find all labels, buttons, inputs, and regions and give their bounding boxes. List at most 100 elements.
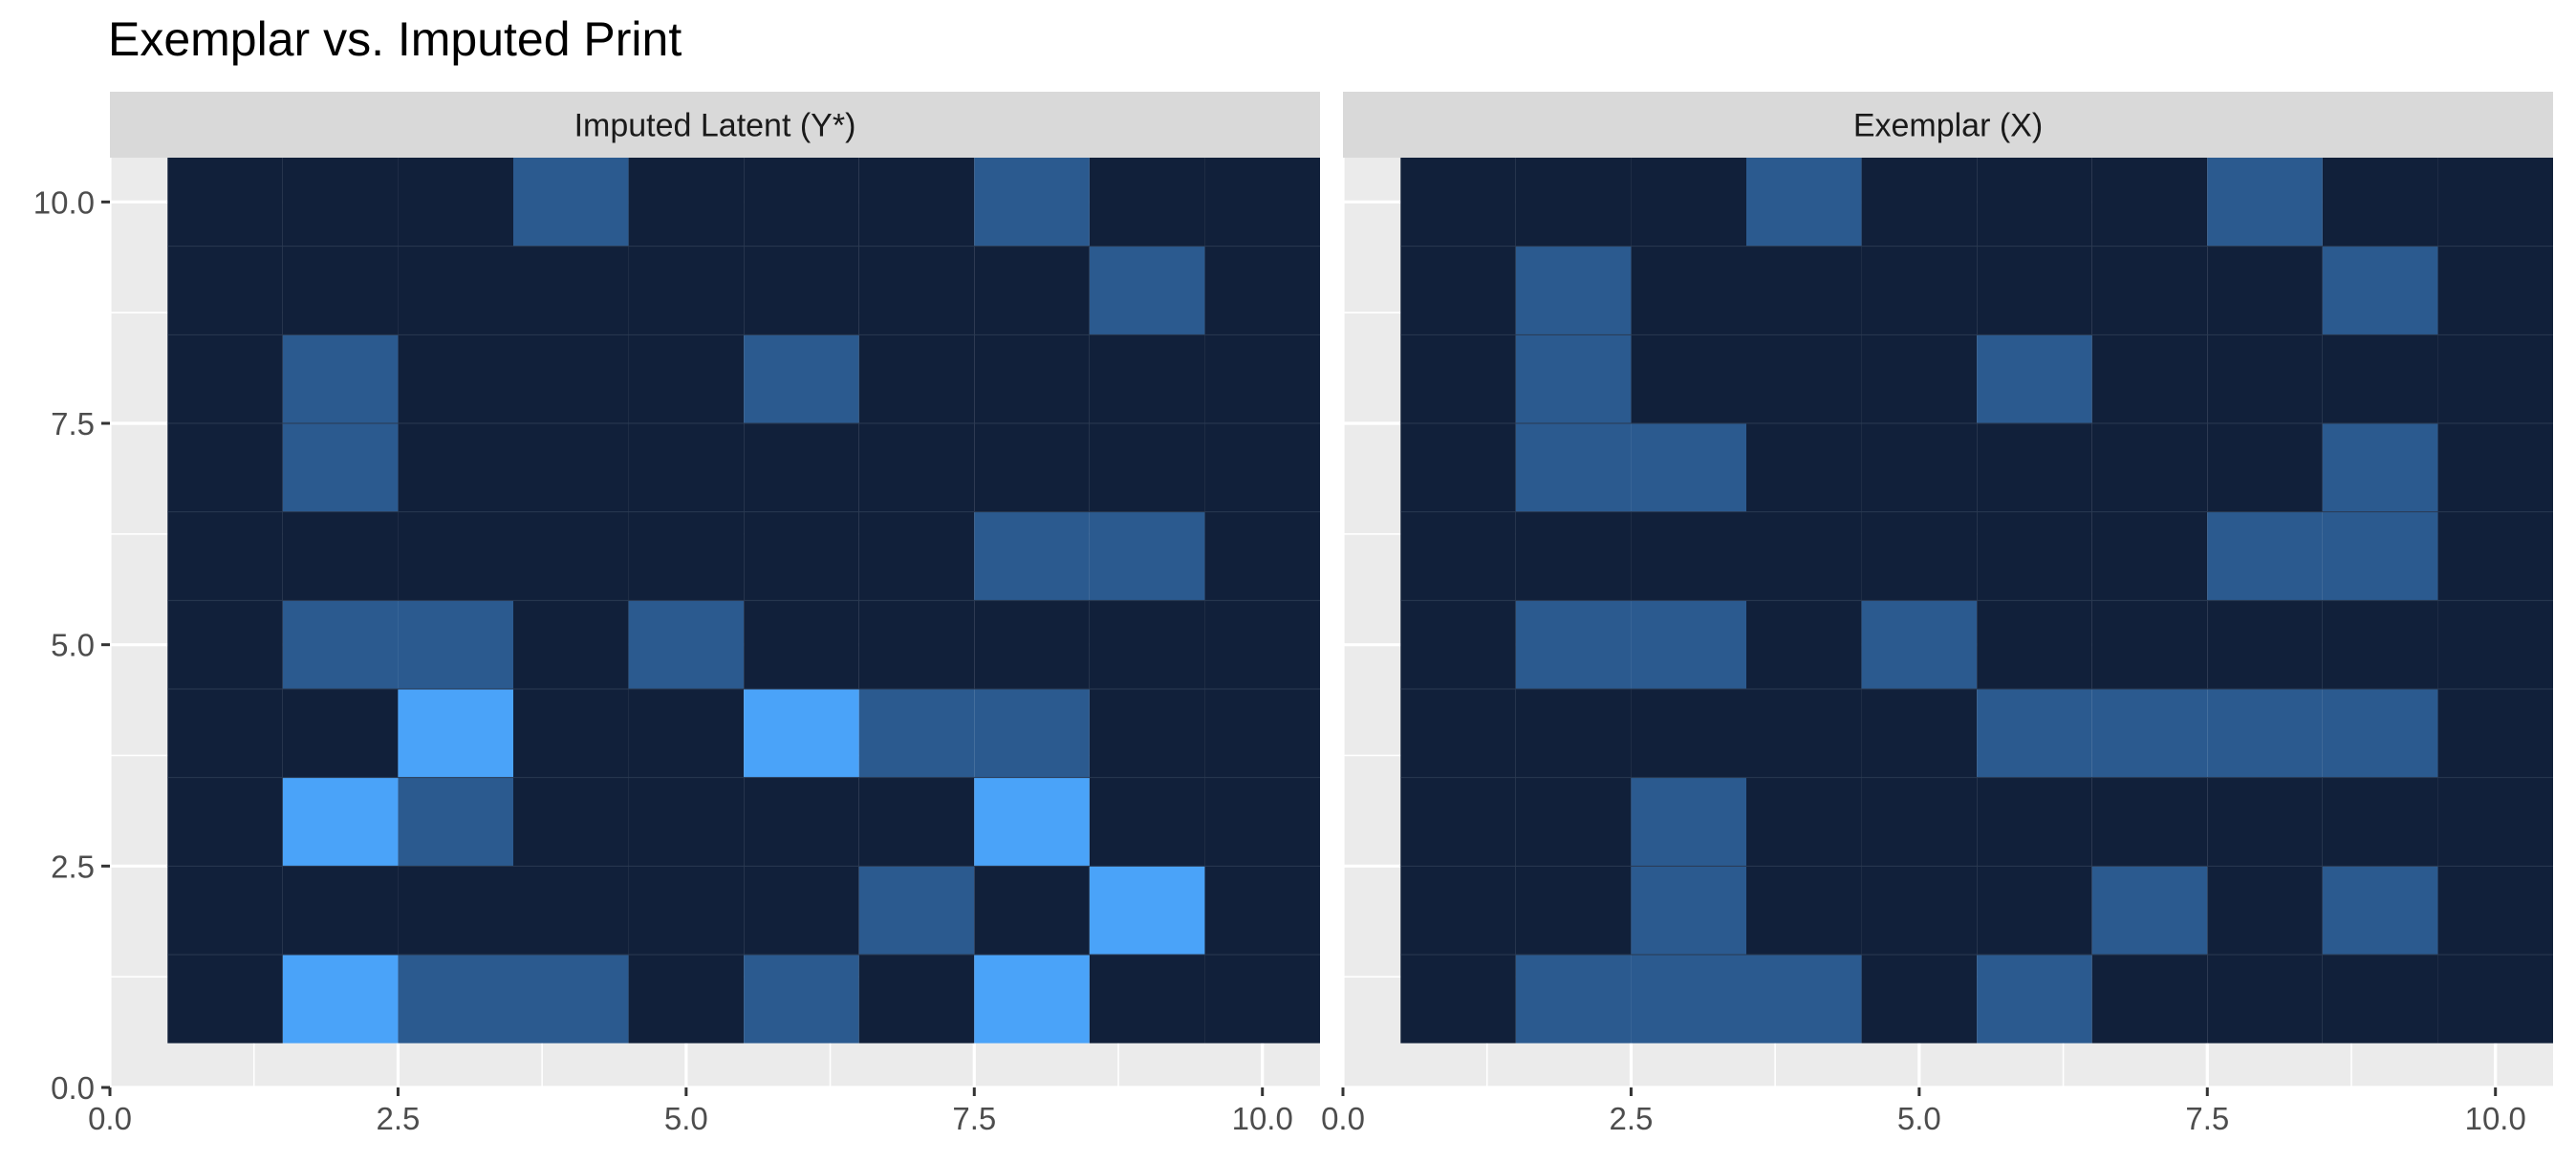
heatmap-tile — [1515, 955, 1632, 1044]
heatmap-tile — [1400, 423, 1516, 512]
heatmap-tile — [1861, 866, 1978, 955]
heatmap-tile — [1400, 600, 1516, 689]
heatmap-tile — [1977, 600, 2092, 689]
heatmap-tile — [974, 777, 1090, 867]
heatmap-tile — [1746, 955, 1862, 1044]
heatmap-tile — [2207, 689, 2323, 778]
heatmap-tile — [398, 600, 513, 689]
heatmap-tile — [282, 158, 399, 247]
y-tick-label: 7.5 — [51, 406, 95, 441]
heatmap-tile — [282, 689, 399, 778]
heatmap-tile — [744, 600, 859, 689]
y-tick-label: 5.0 — [51, 628, 95, 663]
heatmap-tile — [1861, 689, 1978, 778]
chart-title: Exemplar vs. Imputed Print — [108, 12, 682, 66]
heatmap-tile — [858, 334, 975, 423]
heatmap-tile — [1977, 334, 2092, 423]
heatmap-tile — [1631, 246, 1746, 335]
heatmap-tile — [1089, 600, 1205, 689]
heatmap-tile — [1631, 689, 1746, 778]
heatmap-tile — [1861, 423, 1978, 512]
heatmap-tile — [2207, 423, 2323, 512]
heatmap-tile — [2322, 511, 2438, 601]
heatmap-tile — [2437, 777, 2553, 867]
heatmap-tile — [2207, 955, 2323, 1044]
heatmap-tile — [1515, 423, 1632, 512]
heatmap-tile — [858, 246, 975, 335]
heatmap-tile — [513, 511, 629, 601]
heatmap-tile — [1515, 158, 1632, 247]
heatmap-tile — [1746, 600, 1862, 689]
heatmap-tile — [282, 511, 399, 601]
heatmap-tile — [858, 955, 975, 1044]
heatmap-tile — [1204, 600, 1320, 689]
heatmap-tile — [2091, 334, 2208, 423]
heatmap-tile — [858, 511, 975, 601]
heatmap-tile — [744, 866, 859, 955]
heatmap-tile — [974, 955, 1090, 1044]
heatmap-tile — [1089, 689, 1205, 778]
heatmap-tile — [2207, 866, 2323, 955]
heatmap-tile — [1400, 158, 1516, 247]
heatmap-tile — [1861, 158, 1978, 247]
x-tick-label: 5.0 — [664, 1101, 708, 1136]
y-axis: 0.0 2.5 5.0 7.5 10.0 — [33, 184, 110, 1106]
heatmap-tile — [1515, 600, 1632, 689]
heatmap-tile — [282, 955, 399, 1044]
heatmap-tile — [2437, 955, 2553, 1044]
heatmap-tile — [2322, 158, 2438, 247]
heatmap-tile — [1204, 423, 1320, 512]
heatmap-tile — [1515, 689, 1632, 778]
heatmap-tile — [1204, 158, 1320, 247]
heatmap-tile — [513, 158, 629, 247]
heatmap-tile — [1631, 423, 1746, 512]
heatmap-tile — [974, 689, 1090, 778]
heatmap-tile — [858, 777, 975, 867]
heatmap-tile — [513, 246, 629, 335]
heatmap-tile — [282, 866, 399, 955]
facet-strip — [110, 92, 1320, 158]
heatmap-tile — [513, 423, 629, 512]
heatmap-tile — [2437, 158, 2553, 247]
heatmap-tile — [1089, 955, 1205, 1044]
heatmap-tile — [1400, 955, 1516, 1044]
heatmap-tile — [2207, 334, 2323, 423]
heatmap-tile — [744, 511, 859, 601]
heatmap-tile — [1631, 600, 1746, 689]
heatmap-tile — [1977, 866, 2092, 955]
heatmap-tile — [1861, 955, 1978, 1044]
heatmap-tile — [167, 689, 283, 778]
heatmap-tile — [2091, 689, 2208, 778]
heatmap-tile — [1746, 777, 1862, 867]
heatmap-tile — [1515, 777, 1632, 867]
heatmap-tile — [1515, 511, 1632, 601]
heatmap-tiles — [167, 158, 1320, 1044]
heatmap-tile — [398, 334, 513, 423]
heatmap-tile — [744, 689, 859, 778]
facet-strip — [1343, 92, 2553, 158]
heatmap-tile — [1746, 511, 1862, 601]
heatmap-tile — [1746, 423, 1862, 512]
heatmap-tile — [2207, 511, 2323, 601]
heatmap-tile — [1204, 511, 1320, 601]
heatmap-tile — [744, 158, 859, 247]
heatmap-tile — [2437, 511, 2553, 601]
heatmap-tile — [1400, 511, 1516, 601]
heatmap-tile — [858, 689, 975, 778]
heatmap-tile — [974, 246, 1090, 335]
heatmap-tile — [2207, 600, 2323, 689]
heatmap-tile — [2207, 158, 2323, 247]
heatmap-tile — [974, 511, 1090, 601]
y-tick-label: 10.0 — [33, 184, 95, 220]
heatmap-tile — [398, 955, 513, 1044]
heatmap-tile — [2437, 423, 2553, 512]
heatmap-tile — [1400, 246, 1516, 335]
heatmap-tile — [1515, 334, 1632, 423]
heatmap-tile — [1977, 777, 2092, 867]
heatmap-tile — [2207, 777, 2323, 867]
facet-panel-1: Imputed Latent (Y*) 0.0 2.5 5.0 7.5 10.0 0.0 2.… — [33, 92, 1320, 1136]
heatmap-tile — [398, 423, 513, 512]
heatmap-tile — [2437, 689, 2553, 778]
heatmap-tile — [1746, 689, 1862, 778]
